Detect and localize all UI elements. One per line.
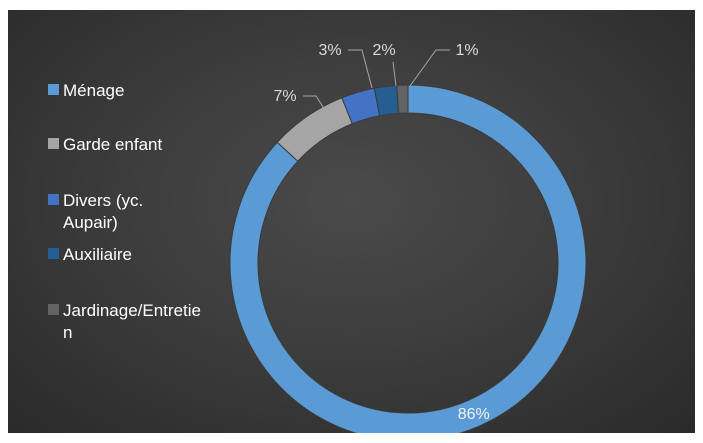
legend-label-divers: Divers (yc. Aupair) <box>63 191 144 232</box>
legend-swatch-menage <box>48 84 59 95</box>
donut-chart: 86% 7% 3% 2% 1% <box>229 42 587 433</box>
legend-swatch-garde-enfant <box>48 138 59 149</box>
legend-label-garde-enfant: Garde enfant <box>63 135 163 154</box>
data-label-jardinage: 1% <box>455 42 478 59</box>
legend-label-jardinage: Jardinage/Entretien <box>63 301 201 342</box>
legend-item-jardinage: Jardinage/Entretien <box>48 300 209 344</box>
legend-item-auxiliaire: Auxiliaire <box>48 244 213 266</box>
legend-swatch-auxiliaire <box>48 248 59 259</box>
data-label-menage: 86% <box>458 406 490 423</box>
chart-area: Ménage Garde enfant Divers (yc. Aupair) … <box>8 10 695 433</box>
leader-line-jardinage <box>409 49 450 87</box>
leader-line-garde-enfant <box>303 95 331 119</box>
data-label-auxiliaire: 2% <box>372 42 395 59</box>
legend-item-menage: Ménage <box>48 80 213 102</box>
legend-swatch-divers <box>48 194 59 205</box>
leader-line-divers <box>348 49 373 89</box>
legend-item-divers: Divers (yc. Aupair) <box>48 190 181 234</box>
legend-label-auxiliaire: Auxiliaire <box>63 245 132 264</box>
data-label-garde-enfant: 7% <box>273 88 296 105</box>
legend-swatch-jardinage <box>48 304 59 315</box>
donut-slice-menage <box>229 84 587 433</box>
legend-item-garde-enfant: Garde enfant <box>48 134 213 156</box>
donut-slice-jardinage <box>396 84 409 114</box>
legend-label-menage: Ménage <box>63 81 125 100</box>
donut-slice-garde-enfant <box>276 97 353 162</box>
leader-line-auxiliaire <box>392 61 397 87</box>
data-label-divers: 3% <box>318 42 341 59</box>
